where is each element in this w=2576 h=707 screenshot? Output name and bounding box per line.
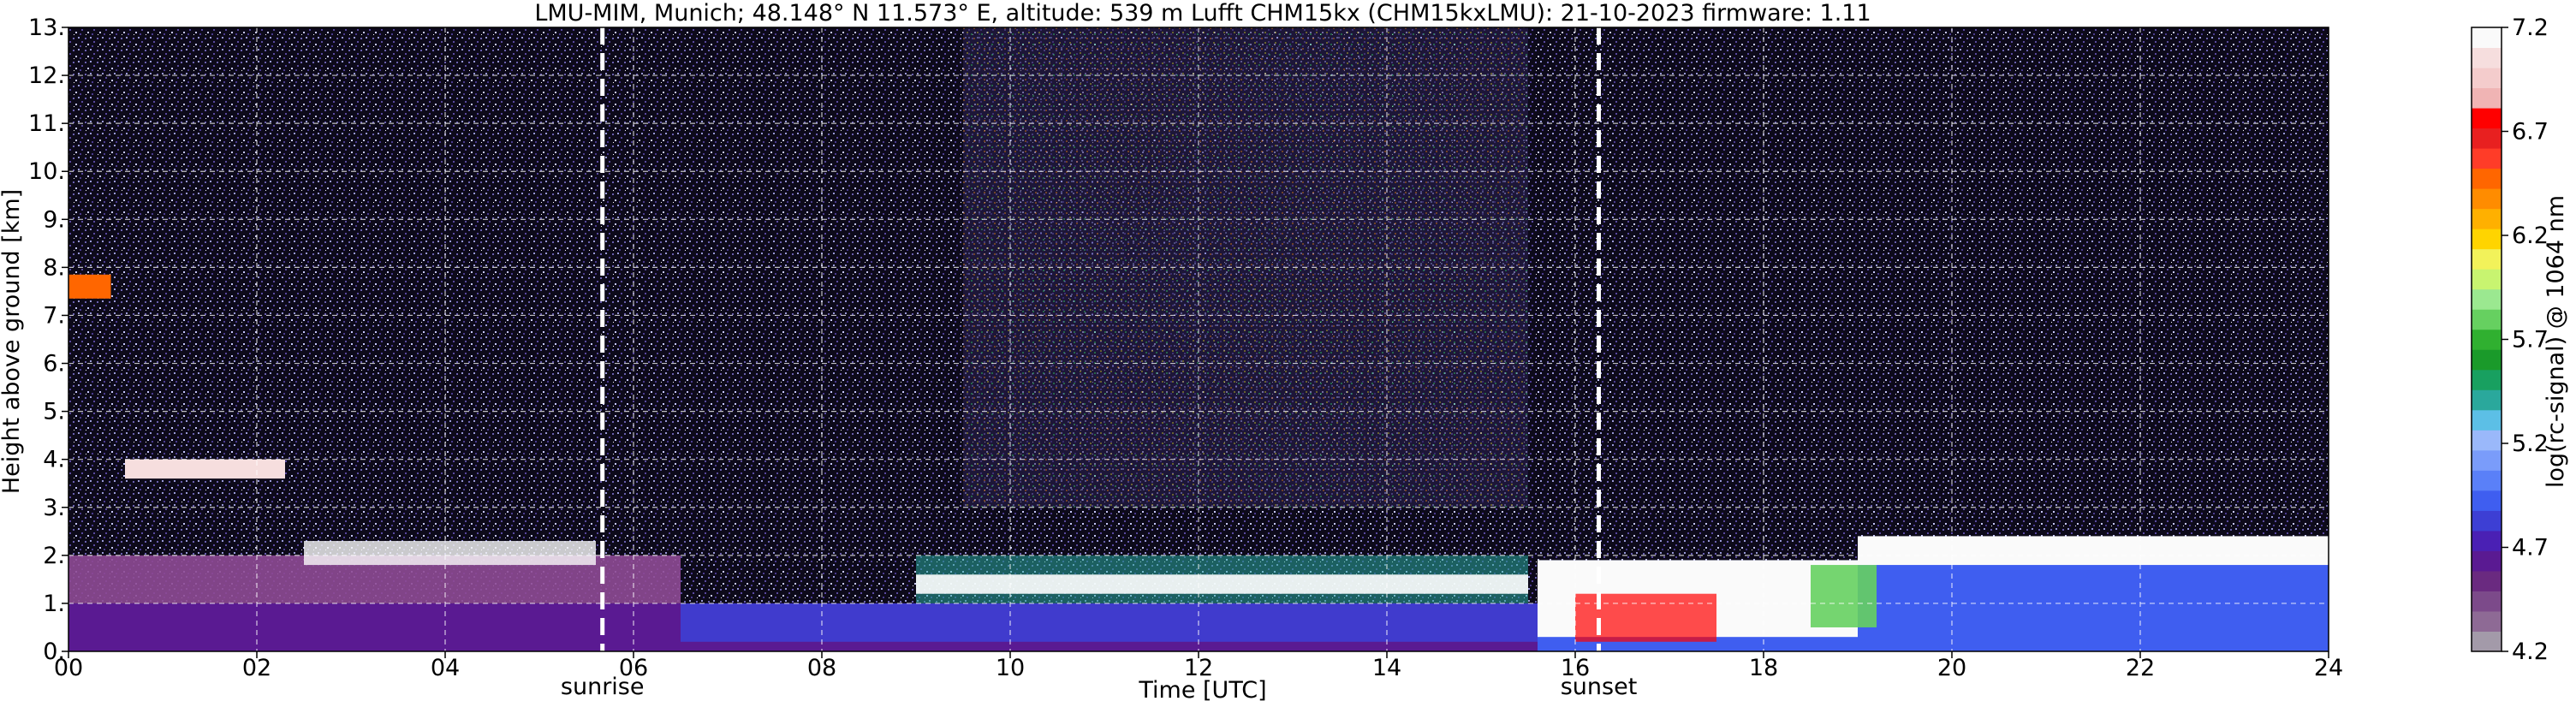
x-tick-label: 02 bbox=[242, 655, 271, 681]
colorbar-segment bbox=[2472, 168, 2502, 189]
colorbar-segment bbox=[2472, 309, 2502, 330]
y-tick-label: 2. bbox=[43, 543, 65, 569]
colorbar-tick-label: 4.7 bbox=[2512, 535, 2549, 561]
y-tick-label: 1. bbox=[43, 591, 65, 617]
y-tick-label: 12. bbox=[28, 62, 65, 89]
colorbar-segment bbox=[2472, 409, 2502, 431]
colorbar-segment bbox=[2472, 389, 2502, 411]
x-tick-label: 20 bbox=[1937, 655, 1966, 681]
y-tick-label: 8. bbox=[43, 254, 65, 281]
morning-layer bbox=[304, 541, 596, 566]
y-tick-label: 10. bbox=[28, 158, 65, 185]
y-tick-label: 9. bbox=[43, 206, 65, 233]
colorbar-segment bbox=[2472, 229, 2502, 250]
x-tick-label: 18 bbox=[1749, 655, 1778, 681]
mid-cloud-1 bbox=[125, 459, 285, 479]
colorbar-segment bbox=[2472, 570, 2502, 591]
x-axis-label: Time [UTC] bbox=[1138, 677, 1266, 704]
colorbar-segment bbox=[2472, 68, 2502, 89]
colorbar-segment bbox=[2472, 510, 2502, 532]
x-axis-ticks: 00 02 04 06 08 10 12 14 16 18 20 22 24 bbox=[54, 651, 2343, 681]
surface-aerosol-layer bbox=[681, 603, 1575, 642]
colorbar-segment bbox=[2472, 248, 2502, 270]
colorbar-segment bbox=[2472, 530, 2502, 551]
colorbar-segment bbox=[2472, 128, 2502, 149]
y-tick-label: 6. bbox=[43, 351, 65, 377]
y-tick-label: 5. bbox=[43, 399, 65, 425]
colorbar-segment bbox=[2472, 449, 2502, 471]
colorbar-segment bbox=[2472, 631, 2502, 652]
colorbar-segment bbox=[2472, 329, 2502, 350]
sun-event-lines bbox=[600, 27, 1601, 651]
high-cloud-1 bbox=[68, 274, 111, 299]
colorbar-segment bbox=[2472, 550, 2502, 572]
low-cloud-red bbox=[1575, 593, 1716, 642]
colorbar-segment bbox=[2472, 269, 2502, 290]
x-tick-label: 14 bbox=[1372, 655, 1401, 681]
colorbar-segment bbox=[2472, 591, 2502, 612]
colorbar-segment bbox=[2472, 349, 2502, 371]
colorbar-segment bbox=[2472, 87, 2502, 109]
low-cloud-green bbox=[1811, 565, 1877, 627]
colorbar-segment bbox=[2472, 208, 2502, 229]
colorbar-segment bbox=[2472, 47, 2502, 68]
colorbar-tick-label: 6.2 bbox=[2512, 223, 2549, 249]
low-cloud-top bbox=[1858, 536, 2329, 566]
colorbar-segment bbox=[2472, 288, 2502, 310]
x-tick-label: 00 bbox=[54, 655, 83, 681]
x-tick-label: 08 bbox=[807, 655, 836, 681]
y-tick-label: 3. bbox=[43, 495, 65, 521]
sunrise-label: sunrise bbox=[561, 674, 645, 700]
sunset-label: sunset bbox=[1561, 674, 1638, 700]
y-tick-label: 7. bbox=[43, 302, 65, 329]
colorbar-segment bbox=[2472, 108, 2502, 129]
y-tick-label: 0. bbox=[43, 639, 65, 665]
y-axis-ticks: 0. 1. 2. 3. 4. 5. 6. 7. 8. 9. 10. 11. 12. 13. bbox=[28, 15, 68, 665]
y-tick-label: 11. bbox=[28, 110, 65, 137]
annotations: sunrise sunset bbox=[561, 674, 1637, 700]
y-axis-label: Height above ground [km] bbox=[0, 189, 25, 494]
chart-title: LMU-MIM, Munich; 48.148° N 11.573° E, al… bbox=[534, 0, 1871, 27]
colorbar-segment bbox=[2472, 490, 2502, 511]
colorbar-segment bbox=[2472, 430, 2502, 451]
colorbar-segment bbox=[2472, 148, 2502, 169]
colorbar-segment bbox=[2472, 27, 2502, 49]
colorbar-tick-label: 5.2 bbox=[2512, 431, 2549, 457]
x-tick-label: 04 bbox=[431, 655, 460, 681]
colorbar-tick-label: 5.7 bbox=[2512, 327, 2549, 354]
colorbar-segment bbox=[2472, 188, 2502, 210]
colorbar-tick-label: 6.7 bbox=[2512, 119, 2549, 146]
grid-lines bbox=[68, 27, 2329, 651]
colorbar-segment bbox=[2472, 470, 2502, 491]
x-tick-label: 22 bbox=[2126, 655, 2155, 681]
colorbar-tick-label: 7.2 bbox=[2512, 15, 2549, 41]
x-tick-label: 12 bbox=[1184, 655, 1213, 681]
colorbar: 4.2 4.7 5.2 5.7 6.2 6.7 7.2 bbox=[2471, 15, 2549, 665]
colorbar-segment bbox=[2472, 369, 2502, 390]
x-tick-label: 06 bbox=[619, 655, 648, 681]
plot-area bbox=[68, 27, 2329, 652]
colorbar-label: log(rc-signal) @ 1064 nm bbox=[2543, 195, 2569, 488]
colorbar-segment bbox=[2472, 610, 2502, 632]
x-tick-label: 24 bbox=[2314, 655, 2343, 681]
y-tick-label: 4. bbox=[43, 447, 65, 473]
colorbar-tick-label: 4.2 bbox=[2512, 639, 2549, 665]
y-tick-label: 13. bbox=[28, 15, 65, 41]
x-tick-label: 10 bbox=[996, 655, 1025, 681]
x-tick-label: 16 bbox=[1561, 655, 1590, 681]
boundary-layer-edge bbox=[916, 574, 1528, 594]
